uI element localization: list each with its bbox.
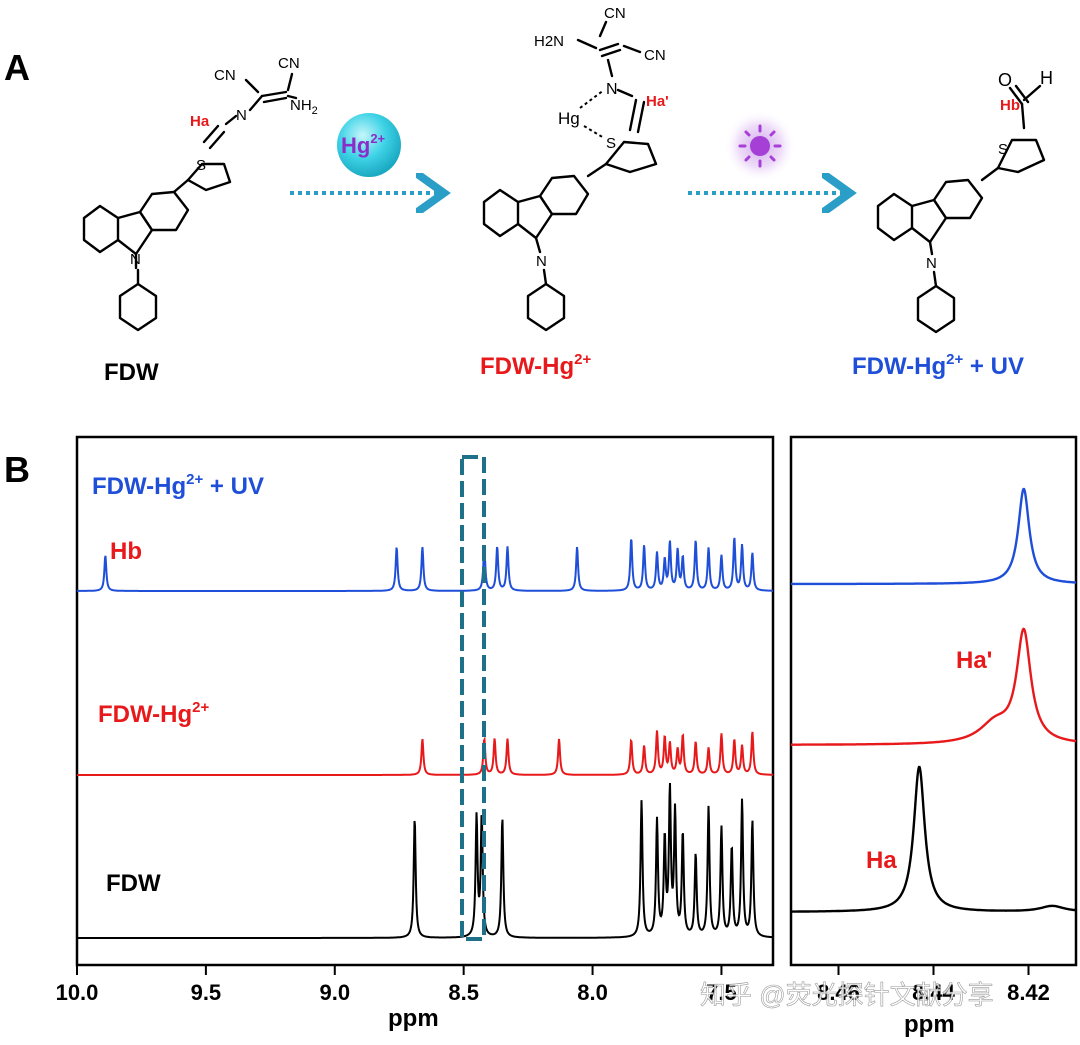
inset-line-fdw xyxy=(791,765,1076,913)
fdw-hg-cn1: CN xyxy=(604,5,626,22)
fdw-imine-n: N xyxy=(236,107,247,124)
fdw-hg-uv-name: FDW-Hg2+ + UV xyxy=(852,351,1024,380)
inset-axis-label: ppm xyxy=(904,1011,955,1038)
fdw-hg-metal: Hg xyxy=(558,109,580,128)
spectrum-line-fdw xyxy=(77,782,774,939)
hg-sphere-label: Hg2+ xyxy=(341,131,386,158)
main-spectra xyxy=(77,537,774,939)
inset-axis-ticks: 8.46 8.44 8.42 xyxy=(817,965,1050,1005)
hg-s-coordination xyxy=(583,125,605,139)
spectrum-line-fdw-hg xyxy=(77,730,773,776)
fdw-hg-carbazole-n: N xyxy=(536,253,547,270)
inset-line-fdw-hg-uv xyxy=(791,487,1076,586)
fdw-hg-structure: N S Ha' N H2N CN CN Hg xyxy=(482,5,669,332)
trace-label-hg: FDW-Hg2+ xyxy=(98,699,209,728)
x-axis-label: ppm xyxy=(388,1005,439,1032)
panel-b-label: B xyxy=(4,449,30,490)
fdw-hg-ha-label: Ha' xyxy=(646,93,669,110)
inset-line-fdw-hg xyxy=(791,627,1077,746)
x-tick-label: 7.5 xyxy=(706,980,737,1005)
inset-label-ha-prime: Ha' xyxy=(956,647,992,674)
main-plot-frame xyxy=(75,435,775,967)
inset-label-ha: Ha xyxy=(866,847,897,874)
hg-n-coordination xyxy=(579,89,605,109)
fdw-hg-name: FDW-Hg2+ xyxy=(480,351,591,380)
uv-light-icon xyxy=(724,110,796,182)
fdw-ha-label: Ha xyxy=(190,113,210,130)
inset-tick-label: 8.44 xyxy=(912,980,956,1005)
fdw-cn1: CN xyxy=(214,67,236,84)
inset-spectra xyxy=(791,487,1077,913)
fdw-hg-thiophene-s: S xyxy=(606,135,616,152)
fdw-hg-uv-thiophene-s: S xyxy=(998,141,1008,158)
fdw-hg-uv-oxygen: O xyxy=(998,70,1012,90)
fdw-hg-imine-n: N xyxy=(606,81,618,98)
fdw-hg-uv-hb-label: Hb xyxy=(1000,97,1020,114)
fdw-cn2: CN xyxy=(278,55,300,72)
fdw-hg-uv-hydrogen: H xyxy=(1040,68,1053,88)
x-tick-label: 8.5 xyxy=(448,980,479,1005)
fdw-hg-uv-structure: N S O H Hb xyxy=(876,68,1053,334)
panel-a-label: A xyxy=(4,47,30,88)
trace-label-uv: FDW-Hg2+ + UV xyxy=(92,471,264,500)
spectrum-line-fdw-hg-uv xyxy=(77,537,773,592)
x-tick-label: 10.0 xyxy=(56,980,99,1005)
fdw-name: FDW xyxy=(104,359,159,386)
watermark: 知乎 @荧光探针文献分享 xyxy=(700,980,994,1010)
fdw-thiophene-s: S xyxy=(196,157,206,174)
inset-tick-label: 8.42 xyxy=(1007,980,1050,1005)
x-axis-ticks: 10.0 9.5 9.0 8.5 8.0 7.5 xyxy=(56,965,737,1005)
inset-tick-label: 8.46 xyxy=(817,980,860,1005)
trace-label-fdw: FDW xyxy=(106,870,161,897)
trace-label-hb: Hb xyxy=(110,538,142,565)
fdw-hg-h2n: H2N xyxy=(534,33,564,50)
x-tick-label: 8.0 xyxy=(577,980,608,1005)
x-tick-label: 9.0 xyxy=(319,980,350,1005)
x-tick-label: 9.5 xyxy=(191,980,222,1005)
fdw-carbazole-n: N xyxy=(130,251,141,268)
fdw-structure: N S Ha N CN CN NH2 xyxy=(82,55,318,332)
fdw-hg-uv-carbazole-n: N xyxy=(926,255,937,272)
hg-sphere-icon xyxy=(337,113,401,177)
highlight-region-box xyxy=(460,455,486,941)
fdw-nh2: NH2 xyxy=(290,97,318,117)
fdw-hg-cn2: CN xyxy=(644,47,666,64)
